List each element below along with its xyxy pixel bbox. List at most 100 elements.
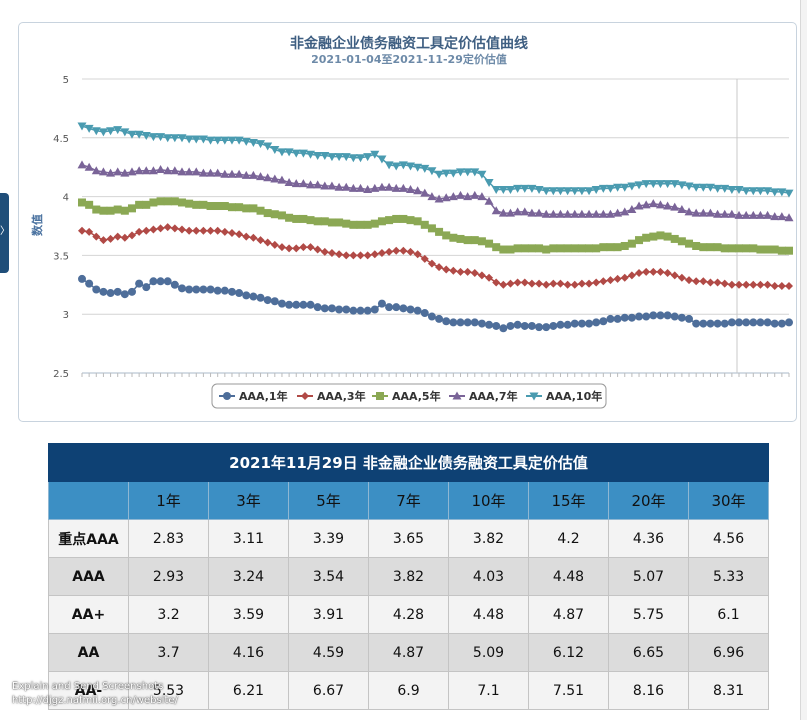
data-point: [635, 269, 644, 278]
valuation-table: 2021年11月29日 非金融企业债务融资工具定价估值 1年 3年 5年 7年 …: [47, 443, 770, 710]
data-point: [463, 236, 472, 245]
data-point: [127, 231, 136, 240]
data-point: [620, 183, 630, 192]
data-point: [455, 190, 465, 199]
data-point: [548, 209, 558, 218]
data-point: [677, 313, 686, 322]
row-label: AA: [48, 633, 129, 672]
table-cell: 7.51: [528, 671, 609, 710]
data-point: [248, 170, 258, 179]
data-point: [427, 259, 436, 268]
data-point: [242, 204, 251, 213]
data-point: [670, 180, 680, 189]
data-point: [99, 236, 108, 245]
data-point: [370, 305, 379, 314]
data-point: [163, 277, 172, 286]
data-point: [306, 150, 316, 159]
table-cell: 4.48: [528, 557, 609, 596]
data-point: [463, 168, 473, 177]
legend-marker: [301, 392, 309, 400]
data-point: [220, 202, 229, 211]
data-point: [570, 187, 580, 196]
data-point: [748, 210, 758, 219]
data-point: [106, 289, 115, 298]
data-point: [363, 153, 373, 162]
data-point: [285, 244, 294, 253]
data-point: [649, 267, 658, 276]
footer-explain-link[interactable]: Explain and Send Screenshots: [12, 681, 164, 692]
data-point: [599, 317, 608, 326]
data-point: [413, 217, 422, 226]
data-point: [306, 180, 316, 189]
data-point: [691, 183, 701, 192]
data-point: [784, 189, 794, 198]
data-point: [585, 279, 594, 288]
data-point: [577, 319, 586, 328]
data-point: [227, 169, 237, 178]
data-point: [206, 226, 215, 235]
data-point: [348, 154, 358, 163]
data-point: [635, 236, 644, 245]
side-panel-toggle[interactable]: 〉: [0, 193, 10, 273]
data-point: [241, 170, 251, 179]
data-point: [734, 210, 744, 219]
data-point: [299, 300, 308, 309]
data-point: [635, 312, 644, 321]
data-point: [670, 234, 679, 243]
data-point: [227, 203, 236, 212]
data-point: [263, 173, 273, 182]
data-point: [177, 284, 186, 293]
data-point: [692, 319, 701, 328]
data-point: [306, 243, 315, 252]
data-point: [427, 192, 437, 201]
data-point: [563, 280, 572, 289]
legend-item[interactable]: AAA,1年: [239, 389, 288, 403]
series-3: [78, 197, 793, 255]
data-point: [448, 169, 458, 178]
data-point: [177, 198, 186, 207]
scrollbar[interactable]: [800, 0, 807, 720]
data-point: [420, 188, 430, 197]
data-point: [555, 209, 565, 218]
data-point: [713, 184, 723, 193]
data-point: [720, 184, 730, 193]
footer-url: http://djgz.nafmii.org.cn/website/: [12, 695, 178, 706]
data-point: [141, 166, 151, 175]
data-point: [213, 226, 222, 235]
data-point: [356, 154, 366, 163]
data-point: [655, 200, 665, 209]
data-point: [298, 149, 308, 158]
table-cell: 3.91: [288, 595, 369, 634]
data-point: [470, 190, 480, 199]
data-point: [135, 227, 144, 236]
data-point: [527, 208, 537, 217]
legend-item[interactable]: AAA,3年: [317, 389, 366, 403]
data-point: [520, 184, 530, 193]
data-point: [634, 181, 644, 190]
data-point: [555, 187, 565, 196]
data-point: [98, 128, 108, 137]
data-point: [92, 232, 101, 241]
legend-item[interactable]: AAA,10年: [546, 389, 602, 403]
data-point: [649, 232, 658, 241]
data-point: [627, 182, 637, 191]
data-point: [442, 317, 451, 326]
data-point: [277, 299, 286, 308]
chart-subtitle: 2021-01-04至2021-11-29定价估值: [311, 52, 507, 66]
data-point: [749, 318, 758, 327]
data-point: [306, 216, 315, 225]
legend-item[interactable]: AAA,7年: [469, 389, 518, 403]
data-point: [370, 219, 379, 228]
data-point: [535, 323, 544, 332]
series-line: [81, 164, 790, 219]
data-point: [485, 273, 494, 282]
data-point: [185, 285, 194, 294]
data-point: [385, 247, 394, 256]
data-point: [292, 244, 301, 253]
data-point: [120, 290, 129, 299]
data-point: [527, 279, 536, 288]
table-cell: 5.07: [608, 557, 689, 596]
data-point: [441, 193, 451, 202]
data-point: [84, 162, 94, 171]
legend-item[interactable]: AAA,5年: [392, 389, 441, 403]
